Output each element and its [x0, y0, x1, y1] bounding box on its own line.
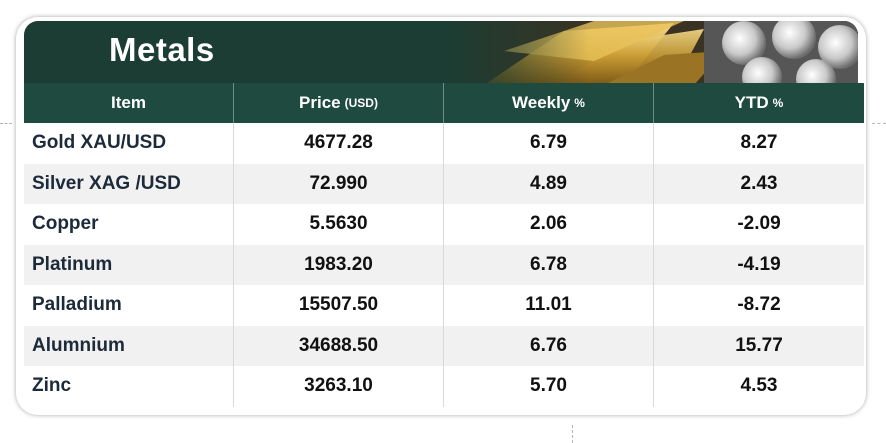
banner: Metals [24, 21, 858, 85]
item-cell: Copper [24, 204, 234, 245]
metal-bars-illustration [444, 21, 858, 85]
price-cell: 5.5630 [234, 204, 444, 245]
item-cell: Palladium [24, 285, 234, 326]
weekly-cell: 6.79 [444, 123, 654, 164]
ytd-cell: 2.43 [740, 172, 778, 194]
item-cell: Silver XAG /USD [24, 163, 234, 204]
price-cell: 1983.20 [234, 244, 444, 285]
item-cell: Platinum [24, 244, 234, 285]
column-header-label: Weekly [512, 93, 571, 112]
metals-card: Metals Item Price (USD) Weekly % YTD % G… [16, 17, 866, 415]
weekly-cell: 6.78 [444, 244, 654, 285]
weekly-cell: 11.01 [444, 285, 654, 326]
ytd-cell: 15.77 [735, 334, 783, 356]
ytd-cell: -8.72 [737, 294, 781, 316]
table-body: Gold XAU/USD 4677.28 6.79 8.27 Silver XA… [24, 123, 864, 407]
table-row: Platinum 1983.20 6.78 -4.19 [24, 244, 864, 285]
column-header-ytd: YTD % [654, 83, 864, 123]
guide-line-left [0, 123, 12, 124]
column-header-label: Item [111, 93, 146, 112]
guide-line-right [872, 123, 886, 124]
column-header-item: Item [24, 83, 234, 123]
weekly-cell: 4.89 [444, 163, 654, 204]
ytd-cell: 8.27 [740, 132, 778, 154]
table-row: Copper 5.5630 2.06 -2.09 [24, 204, 864, 245]
price-cell: 34688.50 [234, 325, 444, 366]
column-header-unit: % [772, 96, 784, 110]
price-cell: 3263.10 [234, 366, 444, 407]
table-header: Item Price (USD) Weekly % YTD % [24, 83, 864, 123]
ytd-cell: 4.53 [740, 375, 778, 397]
column-header-label: Price [299, 93, 341, 112]
table-row: Zinc 3263.10 5.70 4.53 [24, 366, 864, 407]
page-title: Metals [109, 31, 215, 68]
guide-line-bottom [572, 425, 573, 443]
column-header-weekly: Weekly % [444, 83, 654, 123]
column-header-price: Price (USD) [234, 83, 444, 123]
ytd-cell: -4.19 [737, 253, 781, 275]
column-header-unit: % [574, 96, 585, 110]
item-cell: Alumnium [24, 325, 234, 366]
weekly-cell: 2.06 [444, 204, 654, 245]
column-header-label: YTD [734, 93, 769, 112]
item-cell: Zinc [24, 366, 234, 407]
weekly-cell: 6.76 [444, 325, 654, 366]
ytd-cell: -2.09 [737, 213, 781, 235]
table-row: Gold XAU/USD 4677.28 6.79 8.27 [24, 123, 864, 164]
price-cell: 72.990 [234, 163, 444, 204]
column-header-unit: (USD) [344, 96, 378, 110]
price-cell: 15507.50 [234, 285, 444, 326]
table-row: Silver XAG /USD 72.990 4.89 2.43 [24, 163, 864, 204]
table-row: Palladium 15507.50 11.01 -8.72 [24, 285, 864, 326]
weekly-cell: 5.70 [444, 366, 654, 407]
table-row: Alumnium 34688.50 6.76 15.77 [24, 325, 864, 366]
item-cell: Gold XAU/USD [24, 123, 234, 164]
price-cell: 4677.28 [234, 123, 444, 164]
